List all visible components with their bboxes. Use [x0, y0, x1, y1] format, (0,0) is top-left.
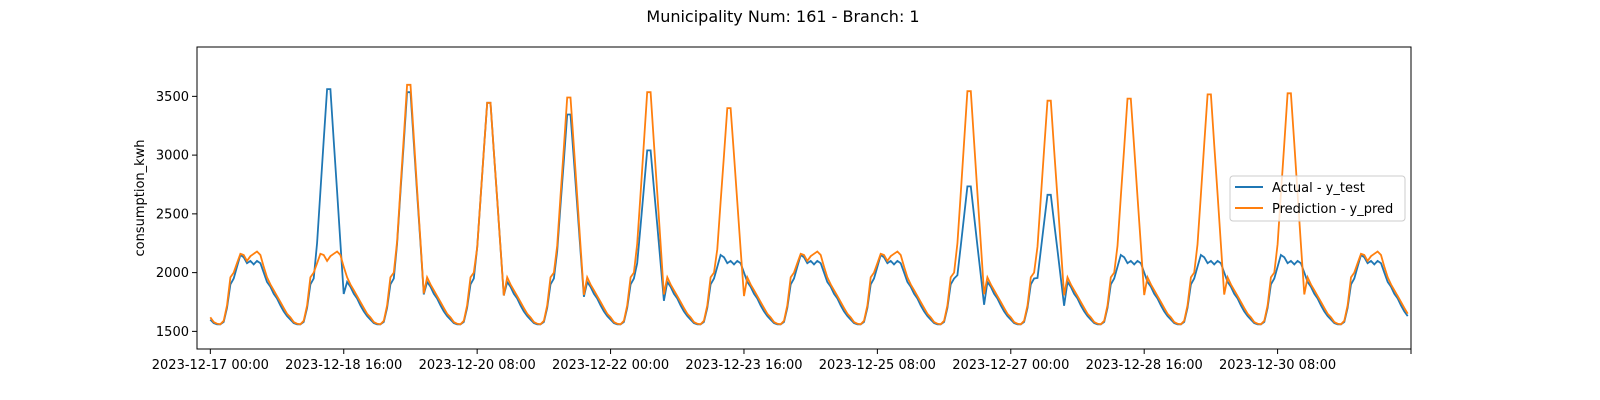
x-tick-label: 2023-12-30 08:00: [1219, 358, 1336, 373]
y-tick-label: 2000: [156, 266, 189, 281]
x-tick-label: 2023-12-23 16:00: [685, 358, 802, 373]
y-axis-label: consumption_kwh: [133, 139, 148, 256]
legend-label: Actual - y_test: [1272, 181, 1365, 196]
plot-area: [209, 83, 1409, 326]
y-tick-label: 3000: [156, 149, 189, 164]
x-tick-label: 2023-12-27 00:00: [952, 358, 1069, 373]
x-tick-label: 2023-12-17 00:00: [152, 358, 269, 373]
legend-box: [1229, 175, 1406, 222]
x-tick-label: 2023-12-20 08:00: [419, 358, 536, 373]
chart-title: Municipality Num: 161 - Branch: 1: [646, 7, 919, 26]
legend: Actual - y_test Prediction - y_pred: [1229, 175, 1406, 222]
y-tick-label: 2500: [156, 207, 189, 222]
x-tick-label: 2023-12-28 16:00: [1086, 358, 1203, 373]
series-line-actual: [209, 88, 1409, 326]
x-tick-label: 2023-12-22 00:00: [552, 358, 669, 373]
axis-ticks: 1500 2000 2500 3000 3500 2023-12-17 00:00 2023…: [152, 90, 1412, 373]
y-tick-label: 1500: [156, 325, 189, 340]
plot-frame: [196, 46, 1412, 350]
x-tick-label: 2023-12-18 16:00: [285, 358, 402, 373]
y-tick-label: 3500: [156, 90, 189, 105]
legend-label: Prediction - y_pred: [1272, 202, 1393, 217]
x-tick-label: 2023-12-25 08:00: [819, 358, 936, 373]
series-line-prediction: [209, 83, 1409, 326]
